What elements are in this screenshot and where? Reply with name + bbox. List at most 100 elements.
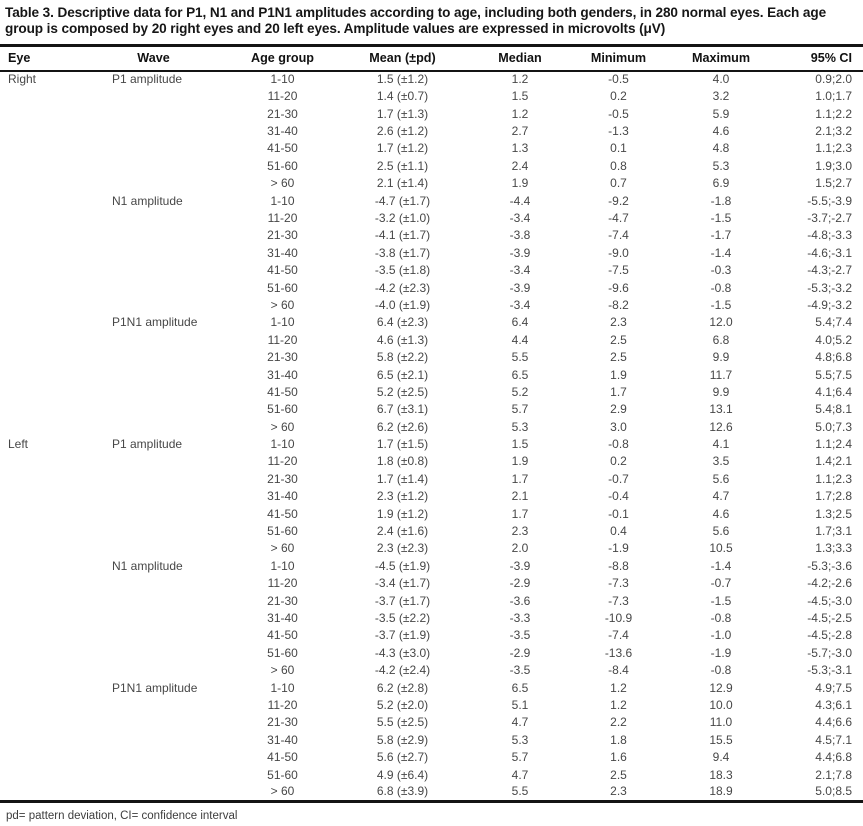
table-row: 21-30 -4.1 (±1.7) -3.8 -7.4 -1.7 -4.8;-3.3: [0, 227, 863, 244]
age-group-cell: 51-60: [267, 158, 298, 173]
ci-cell: 1.1;2.3: [815, 471, 852, 486]
mean-cell: -3.5 (±1.8): [374, 263, 431, 278]
eye-cell: [0, 245, 105, 262]
age-group-cell: 21-30: [267, 106, 298, 121]
age-group-cell: 11-20: [267, 576, 298, 591]
median-cell: -3.3: [509, 610, 531, 625]
eye-cell: [0, 140, 105, 157]
eye-cell: [0, 697, 105, 714]
mean-cell: -4.5 (±1.9): [374, 558, 431, 573]
eye-cell: [0, 766, 105, 783]
median-cell: 5.5: [511, 350, 529, 365]
ci-cell: -4.5;-2.5: [807, 610, 852, 625]
median-cell: 1.7: [511, 506, 529, 521]
mean-cell: 5.8 (±2.9): [376, 732, 429, 747]
column-header-age-group: Age group: [251, 51, 314, 66]
median-cell: -3.4: [509, 211, 531, 225]
eye-cell: [0, 366, 105, 383]
maximum-cell: 11.0: [709, 715, 733, 730]
maximum-cell: -0.7: [710, 576, 732, 591]
maximum-cell: -1.5: [710, 297, 732, 312]
median-cell: 5.7: [511, 402, 529, 417]
eye-cell: [0, 105, 105, 122]
mean-cell: 1.7 (±1.5): [376, 437, 429, 452]
ci-cell: 1.7;3.1: [815, 524, 852, 539]
age-group-cell: 1-10: [270, 193, 295, 208]
wave-cell: [105, 662, 230, 679]
table-row: 21-30 -3.7 (±1.7) -3.6 -7.3 -1.5 -4.5;-3.0: [0, 592, 863, 609]
ci-cell: -4.5;-3.0: [807, 593, 852, 608]
minimum-cell: 2.5: [610, 767, 627, 782]
wave-cell: [105, 645, 230, 662]
table-row: 31-40 -3.5 (±2.2) -3.3 -10.9 -0.8 -4.5;-2.5: [0, 610, 863, 627]
age-group-cell: 51-60: [267, 402, 298, 417]
eye-cell: [0, 123, 105, 140]
mean-cell: 1.4 (±0.7): [376, 89, 429, 104]
age-group-cell: 21-30: [267, 715, 298, 730]
table-row: 51-60 -4.3 (±3.0) -2.9 -13.6 -1.9 -5.7;-3.0: [0, 645, 863, 662]
maximum-cell: 4.0: [712, 72, 730, 87]
table-body: Right P1 amplitude 1-10 1.5 (±1.2) 1.2 -0.5 4.…: [0, 71, 863, 801]
eye-cell: [0, 332, 105, 349]
age-group-cell: 51-60: [267, 645, 298, 660]
wave-cell: [105, 384, 230, 401]
minimum-cell: -8.8: [608, 558, 629, 573]
table-row: P1N1 amplitude 1-10 6.2 (±2.8) 6.5 1.2 12.9 4.…: [0, 679, 863, 696]
mean-cell: -3.7 (±1.9): [374, 628, 431, 643]
median-cell: -2.9: [509, 645, 531, 660]
wave-cell: [105, 610, 230, 627]
minimum-cell: -9.6: [608, 280, 629, 295]
maximum-cell: 12.6: [709, 419, 733, 434]
column-header-median: Median: [498, 51, 542, 66]
age-group-cell: 31-40: [267, 610, 298, 625]
wave-cell: [105, 540, 230, 557]
table-row: 41-50 -3.7 (±1.9) -3.5 -7.4 -1.0 -4.5;-2.8: [0, 627, 863, 644]
ci-cell: 4.1;6.4: [815, 384, 852, 399]
minimum-cell: 0.7: [610, 176, 627, 191]
maximum-cell: 4.6: [712, 506, 730, 521]
maximum-cell: -1.9: [710, 645, 732, 660]
age-group-cell: 31-40: [267, 124, 298, 139]
ci-cell: 5.5;7.5: [815, 367, 852, 382]
age-group-cell: 51-60: [267, 280, 298, 295]
table-row: 31-40 2.6 (±1.2) 2.7 -1.3 4.6 2.1;3.2: [0, 123, 863, 140]
wave-cell: [105, 575, 230, 592]
age-group-cell: 31-40: [267, 489, 298, 504]
age-group-cell: 51-60: [267, 767, 298, 782]
minimum-cell: 2.3: [610, 315, 627, 330]
age-group-cell: 21-30: [267, 471, 298, 486]
eye-cell: [0, 679, 105, 696]
table-row: 11-20 -3.4 (±1.7) -2.9 -7.3 -0.7 -4.2;-2.6: [0, 575, 863, 592]
maximum-cell: 4.1: [712, 437, 730, 452]
eye-cell: [0, 732, 105, 749]
minimum-cell: -13.6: [604, 645, 633, 660]
ci-cell: -3.7;-2.7: [807, 211, 852, 225]
median-cell: -4.4: [509, 193, 531, 208]
eye-cell: [0, 210, 105, 227]
mean-cell: 1.8 (±0.8): [376, 454, 429, 469]
maximum-cell: -1.5: [710, 211, 732, 225]
table-row: 21-30 1.7 (±1.4) 1.7 -0.7 5.6 1.1;2.3: [0, 471, 863, 488]
table-row: 21-30 5.5 (±2.5) 4.7 2.2 11.0 4.4;6.6: [0, 714, 863, 731]
table-row: N1 amplitude 1-10 -4.7 (±1.7) -4.4 -9.2 -1.8 -…: [0, 192, 863, 209]
mean-cell: 1.7 (±1.4): [376, 471, 429, 486]
ci-cell: -4.3;-2.7: [807, 263, 852, 278]
table-row: 11-20 1.8 (±0.8) 1.9 0.2 3.5 1.4;2.1: [0, 453, 863, 470]
table-row: 31-40 -3.8 (±1.7) -3.9 -9.0 -1.4 -4.6;-3.1: [0, 245, 863, 262]
median-cell: 2.3: [511, 524, 529, 539]
minimum-cell: 1.6: [610, 750, 627, 765]
maximum-cell: -1.7: [710, 228, 732, 243]
ci-cell: 1.3;3.3: [815, 541, 852, 556]
ci-cell: -4.8;-3.3: [807, 228, 852, 243]
wave-cell: [105, 245, 230, 262]
mean-cell: 6.2 (±2.8): [376, 680, 429, 695]
median-cell: -3.9: [509, 245, 531, 260]
minimum-cell: 1.7: [610, 384, 627, 399]
table-row: Left P1 amplitude 1-10 1.7 (±1.5) 1.5 -0.8 4.1…: [0, 436, 863, 453]
age-group-cell: > 60: [270, 176, 295, 191]
age-group-cell: > 60: [270, 419, 295, 434]
maximum-cell: 4.8: [712, 141, 730, 156]
median-cell: -3.4: [509, 297, 531, 312]
maximum-cell: 9.9: [712, 384, 730, 399]
